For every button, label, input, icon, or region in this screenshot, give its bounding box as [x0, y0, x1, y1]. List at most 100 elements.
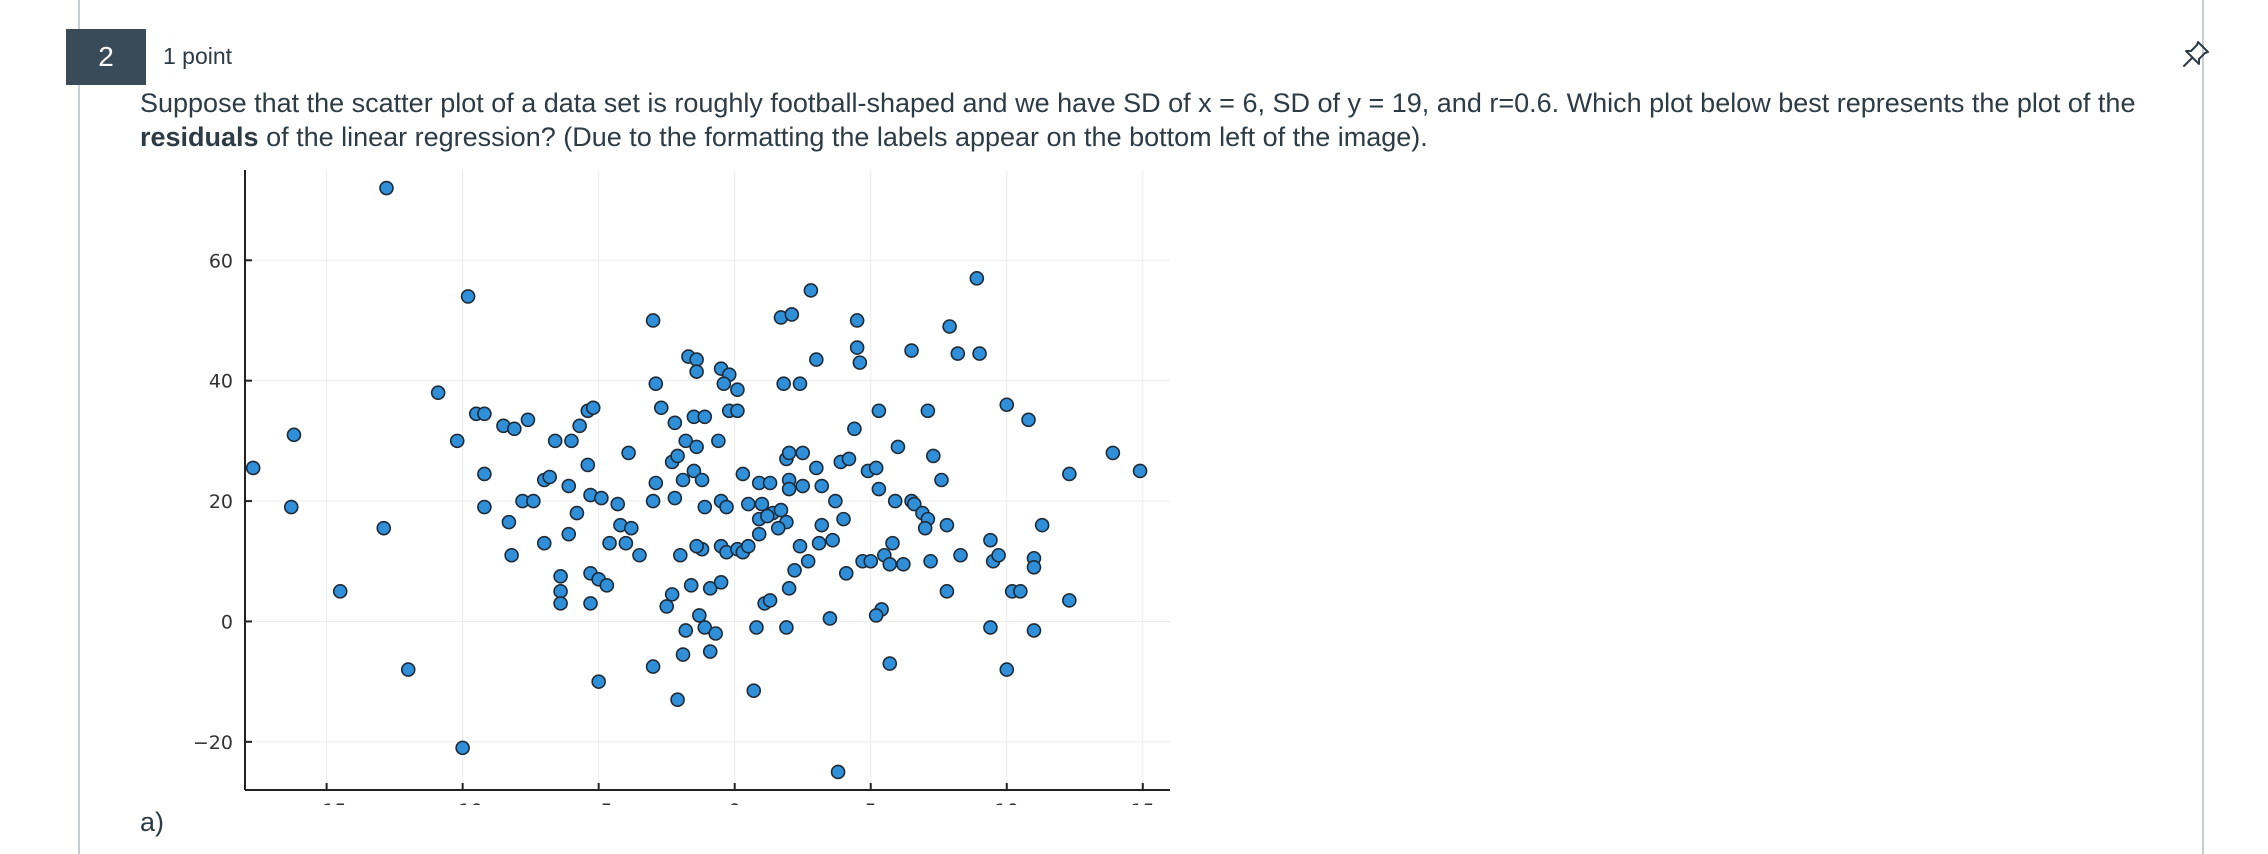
plot-points: [245, 180, 1148, 780]
scatter-point: [580, 457, 596, 473]
scatter-point: [594, 490, 609, 506]
scatter-point: [814, 517, 830, 533]
scatter-point: [776, 376, 791, 391]
scatter-point: [972, 346, 987, 361]
scatter-point: [713, 575, 729, 590]
scatter-point: [781, 581, 797, 596]
scatter-point: [610, 496, 626, 512]
scatter-point: [553, 584, 568, 599]
scatter-point: [751, 526, 767, 542]
scatter-point: [942, 319, 957, 334]
scatter-point: [868, 460, 884, 476]
scatter-point: [841, 451, 857, 467]
scatter-point: [814, 478, 830, 494]
scatter-point: [678, 623, 694, 638]
x-tick-label: −5: [585, 800, 613, 805]
question-text-part2: of the linear regression? (Due to the fo…: [258, 122, 1428, 152]
scatter-point: [400, 662, 416, 677]
scatter-point: [694, 472, 710, 488]
scatter-point: [645, 659, 661, 674]
scatter-point: [852, 355, 868, 370]
scatter-point: [811, 535, 827, 551]
scatter-point: [882, 556, 898, 572]
scatter-point: [504, 547, 519, 563]
scatter-point: [773, 502, 789, 518]
scatter-point: [569, 505, 585, 521]
scatter-point: [939, 517, 955, 533]
scatter-point: [692, 608, 707, 623]
x-tick-label: 5: [865, 800, 877, 805]
scatter-point: [689, 364, 704, 379]
scatter-point: [460, 289, 476, 304]
scatter-point: [716, 376, 732, 391]
scatter-point: [896, 556, 911, 572]
scatter-point: [983, 620, 998, 635]
scatter-point: [501, 514, 517, 530]
scatter-point: [477, 499, 492, 515]
plot-grid: [245, 170, 1170, 790]
scatter-point: [1062, 593, 1077, 608]
scatter-point: [670, 448, 685, 464]
scatter-point: [762, 593, 778, 608]
scatter-point: [863, 553, 879, 569]
scatter-point: [689, 538, 704, 554]
scatter-point: [702, 644, 718, 659]
scatter-point: [822, 611, 838, 626]
scatter-point: [675, 472, 691, 488]
scatter-point: [599, 578, 615, 593]
scatter-point: [477, 406, 492, 422]
y-tick-label: 0: [221, 611, 233, 633]
scatter-point: [572, 418, 587, 434]
scatter-point: [871, 403, 887, 419]
scatter-point: [561, 526, 577, 542]
scatter-point: [449, 433, 465, 449]
x-tick-label: −10: [443, 800, 483, 805]
scatter-point: [659, 599, 674, 614]
scatter-point: [795, 445, 811, 461]
x-tick-label: 15: [1131, 800, 1155, 805]
scatter-point: [749, 620, 764, 635]
x-tick-label: 10: [995, 800, 1019, 805]
scatter-point: [735, 466, 751, 482]
scatter-point: [809, 352, 824, 367]
scatter-point: [953, 547, 968, 563]
scatter-point: [591, 674, 606, 689]
scatter-point: [770, 520, 786, 536]
question-number: 2: [66, 29, 146, 85]
scatter-point: [1132, 463, 1148, 479]
scatter-point: [1105, 445, 1121, 461]
scatter-point: [1034, 517, 1050, 533]
scatter-point: [547, 433, 563, 449]
scatter-point: [868, 608, 884, 623]
scatter-point: [553, 596, 568, 611]
scatter-point: [825, 532, 840, 548]
scatter-point: [332, 584, 348, 599]
scatter-point: [667, 490, 683, 506]
question-points: 1 point: [163, 43, 233, 69]
scatter-point: [787, 562, 802, 578]
scatter-point: [746, 683, 762, 698]
scatter-point: [672, 547, 688, 563]
scatter-point: [847, 421, 862, 437]
y-tick-label: 20: [209, 491, 233, 513]
scatter-point: [477, 466, 492, 482]
scatter-point: [999, 397, 1015, 413]
scatter-point: [991, 547, 1006, 563]
scatter-point: [1062, 466, 1077, 482]
scatter-point: [678, 433, 694, 449]
scatter-point: [792, 376, 808, 391]
scatter-point: [670, 692, 685, 708]
question-text-part1: Suppose that the scatter plot of a data …: [140, 88, 2136, 118]
scatter-point: [689, 352, 704, 367]
plot-axes: [244, 170, 1170, 791]
pin-icon[interactable]: [2180, 38, 2212, 70]
scatter-point: [585, 400, 601, 416]
scatter-point: [969, 271, 985, 286]
scatter-point: [792, 538, 808, 554]
scatter-point: [683, 578, 699, 593]
scatter-point: [730, 382, 745, 398]
scatter-point: [784, 307, 800, 322]
scatter-point: [283, 499, 299, 515]
scatter-point: [245, 460, 261, 476]
scatter-point: [583, 596, 598, 611]
